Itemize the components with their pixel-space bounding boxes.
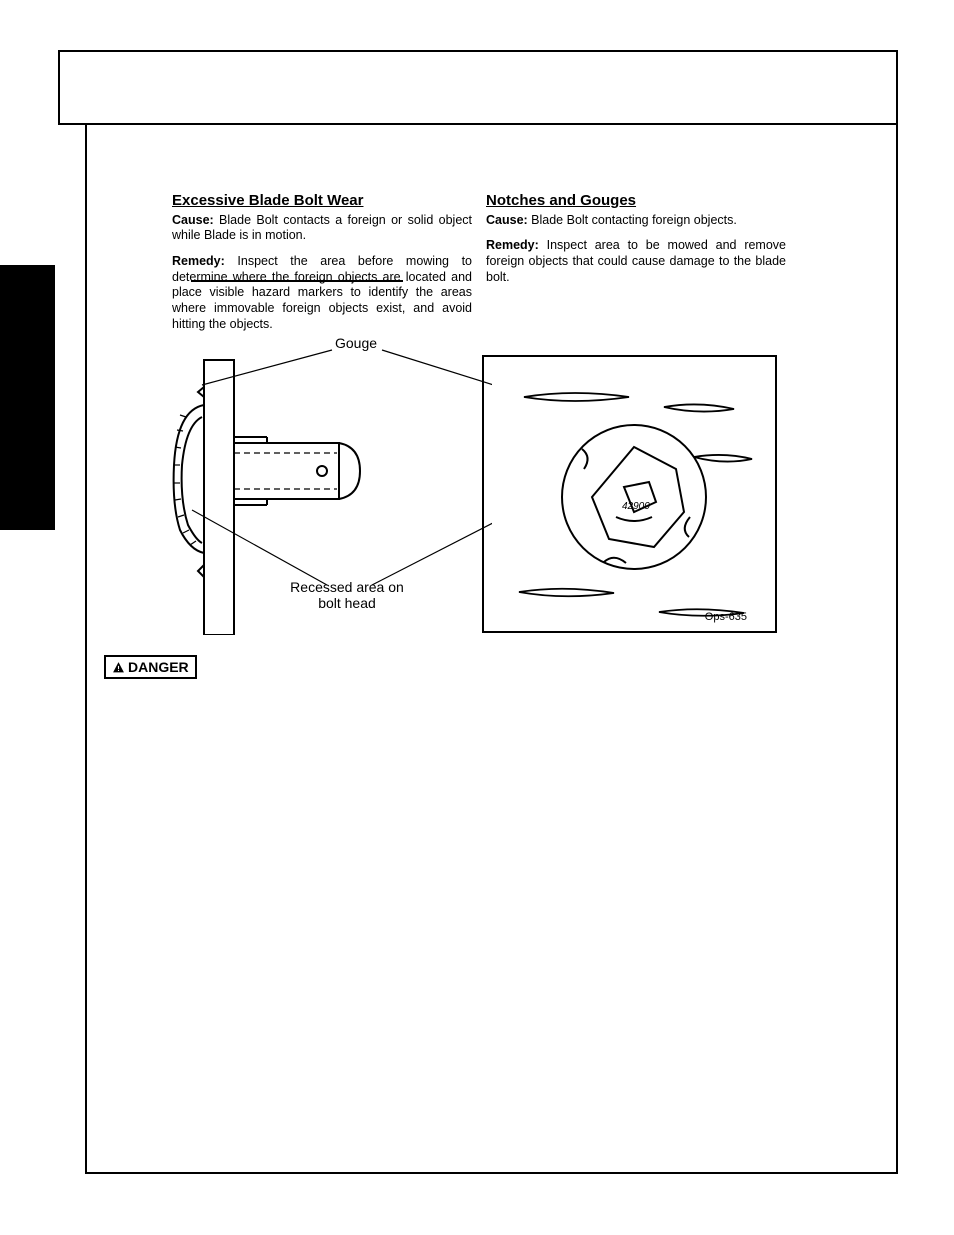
right-title: Notches and Gouges xyxy=(486,192,786,211)
right-remedy: Remedy: Inspect area to be mowed and rem… xyxy=(486,238,786,285)
right-cause: Cause: Blade Bolt contacting foreign obj… xyxy=(486,213,786,229)
remedy-label: Remedy: xyxy=(486,238,539,252)
bolt-top-view-illustration: 42900 xyxy=(484,357,779,635)
danger-text: DANGER xyxy=(128,659,189,675)
svg-text:42900: 42900 xyxy=(622,501,650,512)
warning-icon xyxy=(112,661,125,674)
left-column: Excessive Blade Bolt Wear Cause: Blade B… xyxy=(172,192,472,342)
side-black-tab xyxy=(0,265,55,530)
cause-label: Cause: xyxy=(172,213,214,227)
cause-text: Blade Bolt contacting foreign objects. xyxy=(528,213,737,227)
illustration-frame: 42900 Ops-635 xyxy=(482,355,777,633)
cause-text: Blade Bolt contacts a foreign or solid o… xyxy=(172,213,472,243)
ops-label: Ops-635 xyxy=(705,611,747,623)
left-remedy: Remedy: Inspect the area before mowing t… xyxy=(172,254,472,332)
left-cause: Cause: Blade Bolt contacts a foreign or … xyxy=(172,213,472,244)
top-header-frame xyxy=(58,50,898,125)
remedy-label: Remedy: xyxy=(172,254,225,268)
diagram-area: Gouge Recessed area on bolt head xyxy=(172,335,782,635)
bolt-side-view-illustration xyxy=(172,335,492,635)
cause-label: Cause: xyxy=(486,213,528,227)
danger-box: DANGER xyxy=(104,655,197,679)
right-column: Notches and Gouges Cause: Blade Bolt con… xyxy=(486,192,786,295)
left-title: Excessive Blade Bolt Wear xyxy=(172,192,472,211)
